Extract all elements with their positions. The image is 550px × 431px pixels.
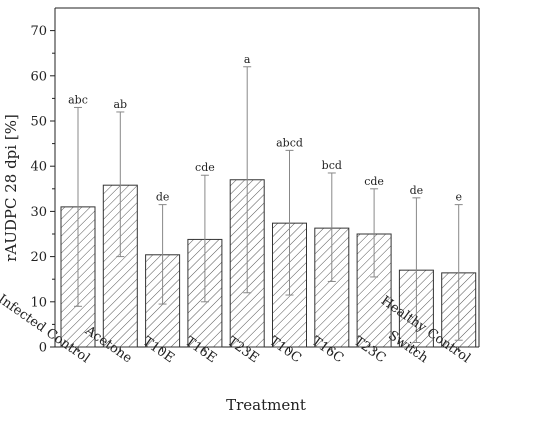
y-tick-label: 30 <box>30 205 47 220</box>
y-tick-label: 40 <box>30 160 47 175</box>
y-tick-label: 50 <box>30 115 47 130</box>
significance-label: cde <box>364 175 384 188</box>
y-tick-label: 20 <box>30 250 47 265</box>
y-tick-label: 0 <box>39 341 47 356</box>
significance-label: abcd <box>276 136 303 149</box>
x-axis-title: Treatment <box>226 396 306 414</box>
significance-label: de <box>410 184 424 197</box>
significance-label: bcd <box>322 159 342 172</box>
significance-label: e <box>455 191 462 204</box>
significance-label: a <box>244 53 251 66</box>
error-bars <box>74 66 463 343</box>
significance-label: de <box>156 191 170 204</box>
y-tick-label: 10 <box>30 295 47 310</box>
significance-label: abc <box>68 93 88 106</box>
significance-label: ab <box>113 98 127 111</box>
y-tick-label: 70 <box>30 24 47 39</box>
y-axis-title: rAUDPC 28 dpi [%] <box>2 114 20 262</box>
y-tick-label: 60 <box>30 69 47 84</box>
significance-label: cde <box>195 161 215 174</box>
